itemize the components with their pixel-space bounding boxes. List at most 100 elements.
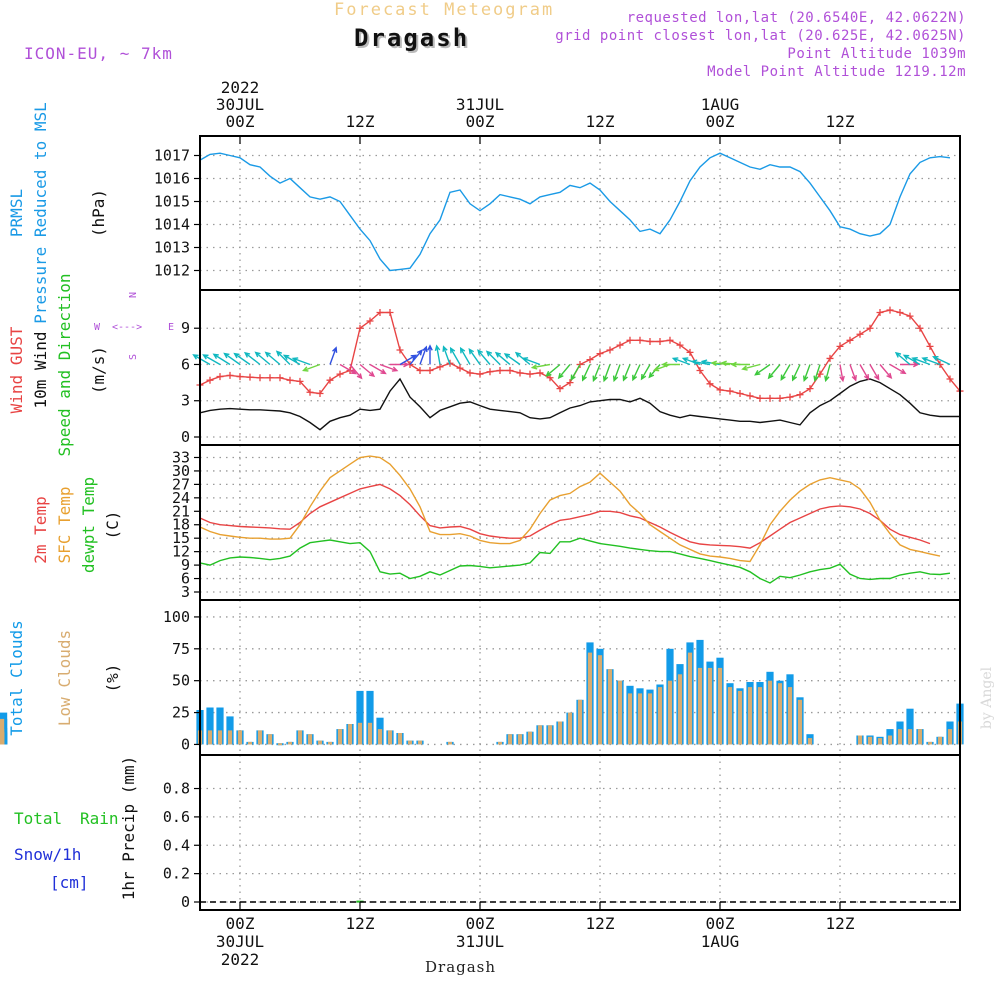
- bar-low-clouds: [727, 687, 733, 745]
- bar-low-clouds: [447, 741, 453, 745]
- gust-marker: [606, 346, 614, 354]
- bar-total-clouds: [356, 690, 364, 745]
- wind-direction-arrow: [291, 357, 311, 366]
- ytick-label-temperature: 21: [172, 502, 190, 520]
- wind-direction-arrow: [889, 363, 907, 375]
- ytick-label-pressure: 1016: [154, 170, 190, 188]
- wind-direction-arrow: [710, 360, 731, 367]
- bar-low-clouds: [0, 718, 5, 745]
- axes-layer: [194, 135, 961, 911]
- gust-marker: [616, 341, 624, 349]
- gust-marker: [716, 386, 724, 394]
- label-wind-gust: Wind GUST: [7, 326, 26, 413]
- gust-marker: [206, 376, 214, 384]
- ytick-label-clouds: 75: [172, 640, 190, 658]
- label-prmsl: PRMSL: [7, 189, 26, 237]
- bar-low-clouds: [527, 731, 533, 745]
- compass-s: S: [128, 354, 139, 360]
- xtick-label-top: 00Z: [706, 112, 735, 131]
- label-total-clouds: Total Clouds: [7, 620, 26, 736]
- bar-low-clouds: [877, 738, 883, 745]
- label-pressure-msl: Pressure Reduced to MSL: [31, 102, 50, 324]
- wind-direction-arrow: [780, 364, 791, 381]
- series-line-sfc-temp: [199, 455, 941, 563]
- wind-direction-arrow: [459, 346, 471, 365]
- bar-low-clouds: [647, 693, 653, 745]
- gust-marker: [356, 324, 364, 332]
- ytick-label-temperature: 15: [172, 529, 190, 547]
- bar-low-clouds: [927, 741, 933, 745]
- gust-marker: [566, 379, 574, 387]
- bar-low-clouds: [917, 729, 923, 745]
- top-title: Forecast Meteogram: [334, 0, 555, 20]
- wind-direction-arrow: [223, 352, 241, 366]
- wind-direction-arrow: [349, 364, 363, 380]
- bar-low-clouds: [317, 740, 323, 745]
- ytick-label-clouds: 100: [163, 608, 190, 626]
- wind-direction-arrow: [661, 361, 680, 368]
- bar-low-clouds: [687, 652, 693, 745]
- gust-marker: [926, 342, 934, 350]
- bar-low-clouds: [517, 734, 523, 745]
- bar-low-clouds: [327, 741, 333, 745]
- label-low-clouds: Low Clouds: [55, 630, 74, 726]
- gust-marker: [746, 392, 754, 400]
- bar-low-clouds: [397, 733, 403, 745]
- ytick-label-wind: 6: [181, 355, 190, 373]
- series-line-10m-wind: [199, 377, 960, 431]
- bar-low-clouds: [797, 699, 803, 745]
- bar-low-clouds: [857, 735, 863, 745]
- gust-marker: [816, 370, 824, 378]
- gust-marker: [256, 374, 264, 382]
- model-altitude: Model Point Altitude 1219.12m: [707, 64, 966, 80]
- bar-low-clouds: [807, 738, 813, 745]
- bar-low-clouds: [297, 730, 303, 745]
- xtick-label-bottom: 1AUG: [701, 932, 740, 951]
- bar-low-clouds: [217, 730, 223, 745]
- gust-marker: [536, 369, 544, 377]
- gust-marker: [496, 367, 504, 375]
- panel-frame-precip: [199, 754, 961, 911]
- gust-marker: [586, 356, 594, 364]
- ytick-label-clouds: 25: [172, 704, 190, 722]
- wind-arrow-layer: [192, 344, 951, 383]
- bar-low-clouds: [757, 687, 763, 745]
- wind-direction-arrow: [202, 354, 221, 366]
- wind-direction-arrow: [282, 354, 301, 366]
- ytick-label-temperature: 9: [181, 556, 190, 574]
- bar-low-clouds: [547, 725, 553, 745]
- xtick-label-bottom: 00Z: [706, 914, 735, 933]
- gust-marker: [306, 388, 314, 396]
- gust-marker: [556, 385, 564, 393]
- wind-direction-arrow: [379, 363, 399, 372]
- wind-direction-arrow: [754, 363, 771, 376]
- ytick-label-pressure: 1017: [154, 147, 190, 165]
- gust-marker: [686, 348, 694, 356]
- bar-total-clouds: [366, 690, 374, 745]
- xtick-label-bottom: 00Z: [226, 914, 255, 933]
- grid-point-coords: grid point closest lon,lat (20.625E, 42.…: [555, 28, 966, 44]
- wind-direction-arrow: [921, 357, 941, 366]
- series-line-2m-temp: [199, 483, 931, 549]
- wind-direction-arrow: [521, 357, 541, 366]
- label-snow-unit: [cm]: [50, 873, 89, 892]
- bar-total-clouds: [216, 707, 224, 745]
- panel-frame-temperature: [199, 444, 961, 601]
- bar-low-clouds: [417, 740, 423, 745]
- series-line-dewpt-temp: [199, 537, 951, 584]
- wind-direction-arrow: [192, 354, 211, 366]
- wind-direction-arrow: [592, 364, 601, 383]
- gust-marker: [336, 370, 344, 378]
- label-2m-temp: 2m Temp: [31, 496, 50, 563]
- ytick-label-pressure: 1015: [154, 193, 190, 211]
- gust-marker: [296, 377, 304, 385]
- bar-low-clouds: [597, 655, 603, 745]
- xtick-label-top: 12Z: [826, 112, 855, 131]
- gust-marker: [806, 385, 814, 393]
- bar-low-clouds: [207, 730, 213, 745]
- bar-low-clouds: [577, 699, 583, 745]
- gust-marker: [836, 342, 844, 350]
- wind-direction-arrow: [632, 364, 641, 382]
- bar-total-clouds: [206, 707, 214, 745]
- compass-e: E: [168, 322, 174, 333]
